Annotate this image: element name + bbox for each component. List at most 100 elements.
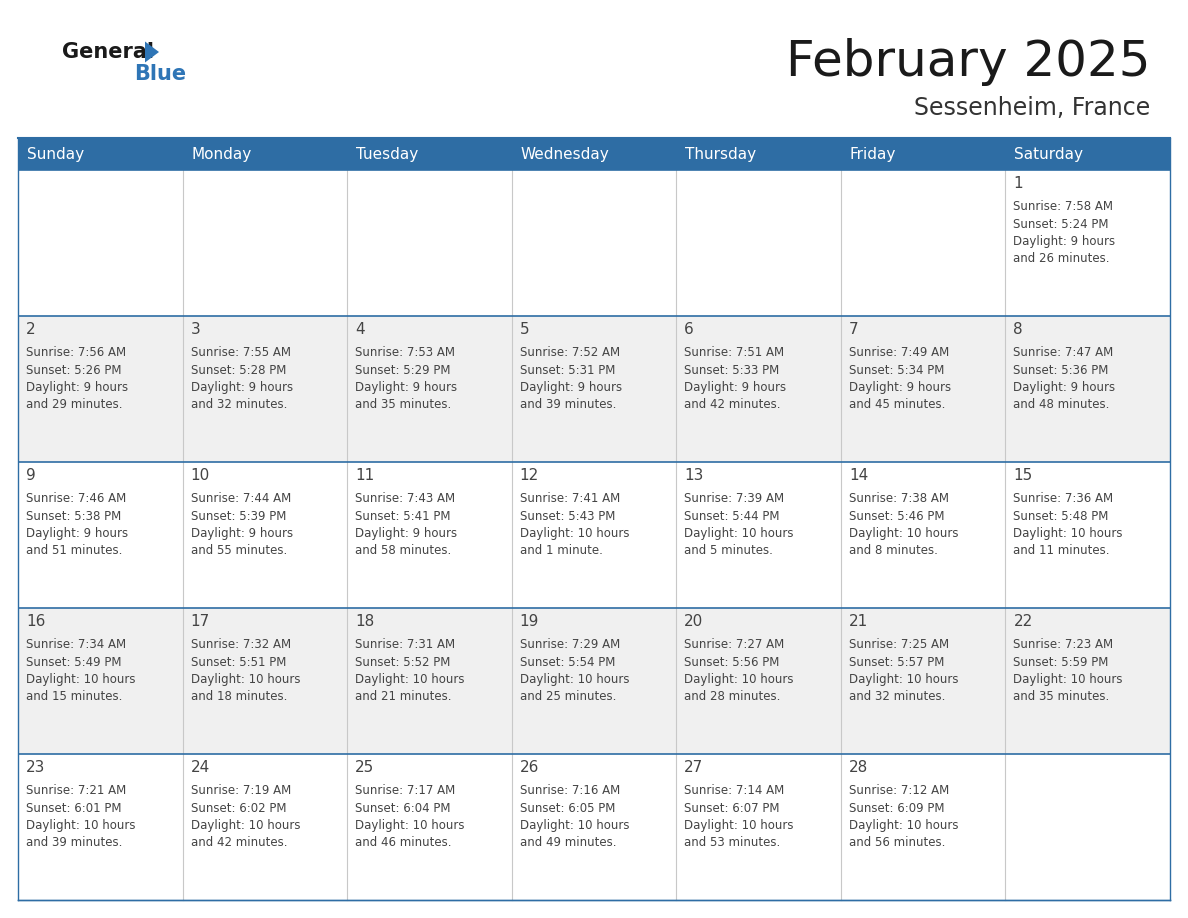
Bar	[347, 170, 512, 316]
Text: Sunrise: 7:21 AM
Sunset: 6:01 PM
Daylight: 10 hours
and 39 minutes.: Sunrise: 7:21 AM Sunset: 6:01 PM Dayligh…	[26, 784, 135, 849]
Bar	[841, 138, 1005, 170]
Text: 22: 22	[1013, 614, 1032, 630]
Text: Sunrise: 7:41 AM
Sunset: 5:43 PM
Daylight: 10 hours
and 1 minute.: Sunrise: 7:41 AM Sunset: 5:43 PM Dayligh…	[519, 492, 630, 557]
Text: 18: 18	[355, 614, 374, 630]
Bar	[18, 316, 183, 462]
Text: Sunrise: 7:17 AM
Sunset: 6:04 PM
Daylight: 10 hours
and 46 minutes.: Sunrise: 7:17 AM Sunset: 6:04 PM Dayligh…	[355, 784, 465, 849]
Text: General: General	[62, 42, 154, 62]
Polygon shape	[145, 41, 159, 62]
Bar	[183, 754, 347, 900]
Text: Sunrise: 7:38 AM
Sunset: 5:46 PM
Daylight: 10 hours
and 8 minutes.: Sunrise: 7:38 AM Sunset: 5:46 PM Dayligh…	[849, 492, 959, 557]
Text: Sunrise: 7:31 AM
Sunset: 5:52 PM
Daylight: 10 hours
and 21 minutes.: Sunrise: 7:31 AM Sunset: 5:52 PM Dayligh…	[355, 638, 465, 703]
Bar	[347, 754, 512, 900]
Text: Sunrise: 7:43 AM
Sunset: 5:41 PM
Daylight: 9 hours
and 58 minutes.: Sunrise: 7:43 AM Sunset: 5:41 PM Dayligh…	[355, 492, 457, 557]
Text: Sunrise: 7:49 AM
Sunset: 5:34 PM
Daylight: 9 hours
and 45 minutes.: Sunrise: 7:49 AM Sunset: 5:34 PM Dayligh…	[849, 346, 950, 411]
Bar	[676, 170, 841, 316]
Bar	[841, 608, 1005, 754]
Bar	[676, 462, 841, 608]
Bar	[841, 170, 1005, 316]
Text: 28: 28	[849, 760, 868, 776]
Text: Friday: Friday	[849, 147, 896, 162]
Text: 2: 2	[26, 322, 36, 338]
Text: Sunrise: 7:56 AM
Sunset: 5:26 PM
Daylight: 9 hours
and 29 minutes.: Sunrise: 7:56 AM Sunset: 5:26 PM Dayligh…	[26, 346, 128, 411]
Text: Sunrise: 7:29 AM
Sunset: 5:54 PM
Daylight: 10 hours
and 25 minutes.: Sunrise: 7:29 AM Sunset: 5:54 PM Dayligh…	[519, 638, 630, 703]
Bar	[347, 608, 512, 754]
Text: Sunrise: 7:58 AM
Sunset: 5:24 PM
Daylight: 9 hours
and 26 minutes.: Sunrise: 7:58 AM Sunset: 5:24 PM Dayligh…	[1013, 200, 1116, 265]
Bar	[1005, 462, 1170, 608]
Text: Sessenheim, France: Sessenheim, France	[914, 96, 1150, 120]
Text: Sunrise: 7:47 AM
Sunset: 5:36 PM
Daylight: 9 hours
and 48 minutes.: Sunrise: 7:47 AM Sunset: 5:36 PM Dayligh…	[1013, 346, 1116, 411]
Text: Sunrise: 7:34 AM
Sunset: 5:49 PM
Daylight: 10 hours
and 15 minutes.: Sunrise: 7:34 AM Sunset: 5:49 PM Dayligh…	[26, 638, 135, 703]
Text: Sunrise: 7:27 AM
Sunset: 5:56 PM
Daylight: 10 hours
and 28 minutes.: Sunrise: 7:27 AM Sunset: 5:56 PM Dayligh…	[684, 638, 794, 703]
Text: 26: 26	[519, 760, 539, 776]
Text: Sunrise: 7:12 AM
Sunset: 6:09 PM
Daylight: 10 hours
and 56 minutes.: Sunrise: 7:12 AM Sunset: 6:09 PM Dayligh…	[849, 784, 959, 849]
Bar	[347, 462, 512, 608]
Text: Sunrise: 7:25 AM
Sunset: 5:57 PM
Daylight: 10 hours
and 32 minutes.: Sunrise: 7:25 AM Sunset: 5:57 PM Dayligh…	[849, 638, 959, 703]
Bar	[1005, 170, 1170, 316]
Bar	[18, 754, 183, 900]
Text: 3: 3	[190, 322, 201, 338]
Bar	[183, 462, 347, 608]
Text: 9: 9	[26, 468, 36, 484]
Bar	[183, 316, 347, 462]
Text: Sunrise: 7:39 AM
Sunset: 5:44 PM
Daylight: 10 hours
and 5 minutes.: Sunrise: 7:39 AM Sunset: 5:44 PM Dayligh…	[684, 492, 794, 557]
Text: Sunrise: 7:53 AM
Sunset: 5:29 PM
Daylight: 9 hours
and 35 minutes.: Sunrise: 7:53 AM Sunset: 5:29 PM Dayligh…	[355, 346, 457, 411]
Text: 19: 19	[519, 614, 539, 630]
Bar	[183, 170, 347, 316]
Text: Sunrise: 7:52 AM
Sunset: 5:31 PM
Daylight: 9 hours
and 39 minutes.: Sunrise: 7:52 AM Sunset: 5:31 PM Dayligh…	[519, 346, 621, 411]
Bar	[512, 316, 676, 462]
Bar	[18, 608, 183, 754]
Bar	[841, 316, 1005, 462]
Bar	[841, 462, 1005, 608]
Text: 25: 25	[355, 760, 374, 776]
Bar	[676, 608, 841, 754]
Text: 1: 1	[1013, 176, 1023, 192]
Text: Blue: Blue	[134, 64, 187, 84]
Bar	[676, 754, 841, 900]
Bar	[512, 170, 676, 316]
Bar	[183, 608, 347, 754]
Text: Sunrise: 7:16 AM
Sunset: 6:05 PM
Daylight: 10 hours
and 49 minutes.: Sunrise: 7:16 AM Sunset: 6:05 PM Dayligh…	[519, 784, 630, 849]
Bar	[347, 138, 512, 170]
Text: 21: 21	[849, 614, 868, 630]
Bar	[18, 170, 183, 316]
Text: Thursday: Thursday	[685, 147, 757, 162]
Text: 12: 12	[519, 468, 539, 484]
Bar	[676, 316, 841, 462]
Text: 16: 16	[26, 614, 45, 630]
Text: Sunrise: 7:46 AM
Sunset: 5:38 PM
Daylight: 9 hours
and 51 minutes.: Sunrise: 7:46 AM Sunset: 5:38 PM Dayligh…	[26, 492, 128, 557]
Text: Sunrise: 7:55 AM
Sunset: 5:28 PM
Daylight: 9 hours
and 32 minutes.: Sunrise: 7:55 AM Sunset: 5:28 PM Dayligh…	[190, 346, 292, 411]
Bar	[18, 462, 183, 608]
Text: 23: 23	[26, 760, 45, 776]
Bar	[512, 608, 676, 754]
Bar	[18, 138, 183, 170]
Bar	[1005, 316, 1170, 462]
Text: 15: 15	[1013, 468, 1032, 484]
Bar	[347, 316, 512, 462]
Text: Sunrise: 7:32 AM
Sunset: 5:51 PM
Daylight: 10 hours
and 18 minutes.: Sunrise: 7:32 AM Sunset: 5:51 PM Dayligh…	[190, 638, 301, 703]
Bar	[512, 138, 676, 170]
Bar	[841, 754, 1005, 900]
Text: Saturday: Saturday	[1015, 147, 1083, 162]
Text: 20: 20	[684, 614, 703, 630]
Text: Sunrise: 7:23 AM
Sunset: 5:59 PM
Daylight: 10 hours
and 35 minutes.: Sunrise: 7:23 AM Sunset: 5:59 PM Dayligh…	[1013, 638, 1123, 703]
Text: Sunrise: 7:44 AM
Sunset: 5:39 PM
Daylight: 9 hours
and 55 minutes.: Sunrise: 7:44 AM Sunset: 5:39 PM Dayligh…	[190, 492, 292, 557]
Bar	[183, 138, 347, 170]
Text: 10: 10	[190, 468, 210, 484]
Text: 7: 7	[849, 322, 859, 338]
Text: Sunrise: 7:19 AM
Sunset: 6:02 PM
Daylight: 10 hours
and 42 minutes.: Sunrise: 7:19 AM Sunset: 6:02 PM Dayligh…	[190, 784, 301, 849]
Text: 5: 5	[519, 322, 530, 338]
Bar	[1005, 138, 1170, 170]
Text: 14: 14	[849, 468, 868, 484]
Text: Wednesday: Wednesday	[520, 147, 609, 162]
Text: Sunrise: 7:51 AM
Sunset: 5:33 PM
Daylight: 9 hours
and 42 minutes.: Sunrise: 7:51 AM Sunset: 5:33 PM Dayligh…	[684, 346, 786, 411]
Text: 13: 13	[684, 468, 703, 484]
Text: 24: 24	[190, 760, 210, 776]
Text: 27: 27	[684, 760, 703, 776]
Text: Tuesday: Tuesday	[356, 147, 418, 162]
Text: 11: 11	[355, 468, 374, 484]
Bar	[512, 462, 676, 608]
Text: 4: 4	[355, 322, 365, 338]
Bar	[1005, 754, 1170, 900]
Text: Sunrise: 7:36 AM
Sunset: 5:48 PM
Daylight: 10 hours
and 11 minutes.: Sunrise: 7:36 AM Sunset: 5:48 PM Dayligh…	[1013, 492, 1123, 557]
